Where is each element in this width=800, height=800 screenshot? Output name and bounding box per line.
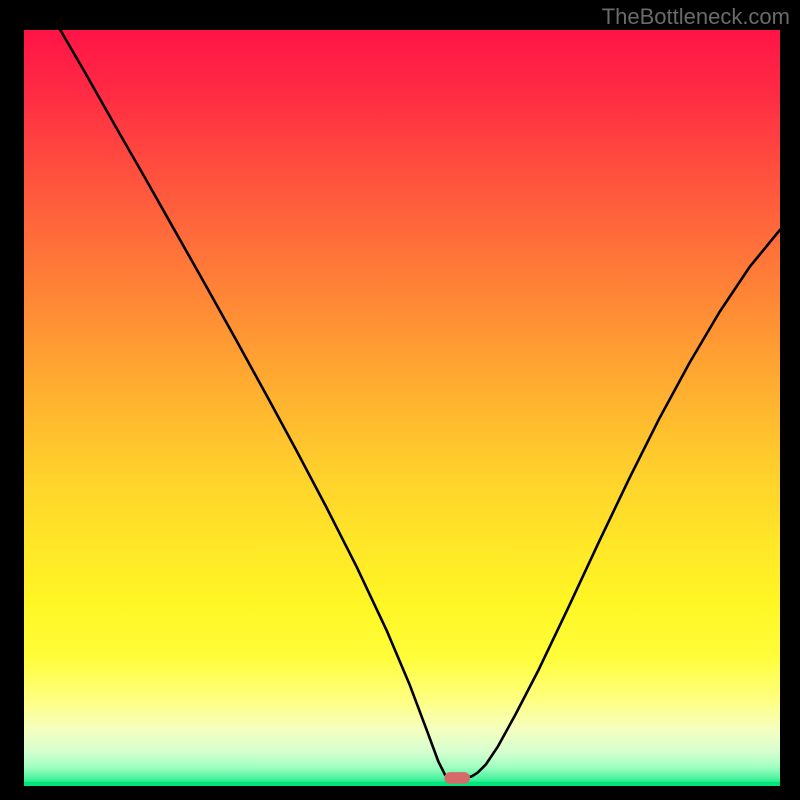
plot-area	[24, 30, 780, 784]
chart-frame: TheBottleneck.com	[0, 0, 800, 800]
bottleneck-curve	[24, 30, 780, 784]
curve-path	[60, 30, 780, 778]
optimal-marker	[444, 772, 470, 784]
attribution-text: TheBottleneck.com	[602, 4, 790, 30]
